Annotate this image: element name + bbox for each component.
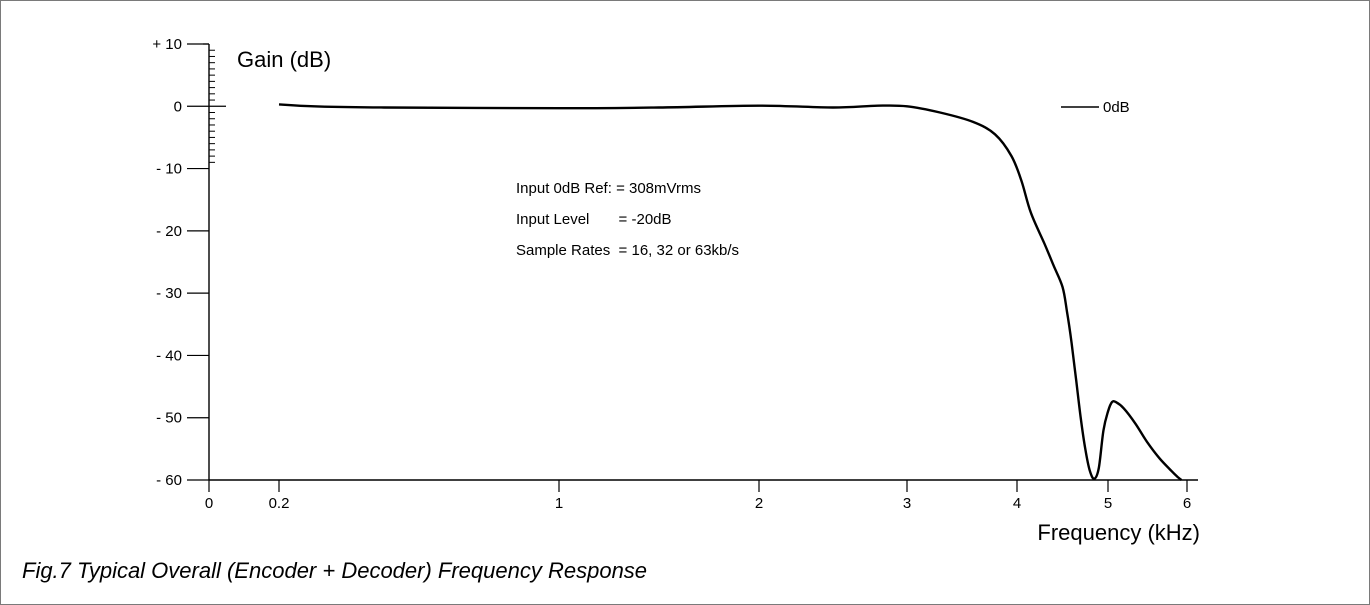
- x-tick-label: 4: [1013, 495, 1021, 512]
- legend: 0dB: [1061, 99, 1130, 116]
- series-line-0db: [278, 103, 1183, 481]
- y-tick-label: - 20: [156, 223, 182, 240]
- y-tick-label: 0: [174, 98, 182, 115]
- annotation-line: Input Level = -20dB: [516, 211, 672, 228]
- x-ticks: 0 0.2 1 2 3 4 5 6: [205, 480, 1191, 512]
- y-tick-label: - 40: [156, 347, 182, 364]
- annotation-line: Input 0dB Ref: = 308mVrms: [516, 180, 701, 197]
- frequency-response-chart: + 10 0 - 10 - 20 - 30 - 40 - 50 - 60 0 0.2 1 2 3 4 5 6…: [152, 36, 1200, 545]
- x-axis-label: Frequency (kHz): [1037, 520, 1200, 545]
- y-ticks: + 10 0 - 10 - 20 - 30 - 40 - 50 - 60: [152, 36, 209, 489]
- legend-label: 0dB: [1103, 99, 1130, 116]
- y-tick-label: - 50: [156, 410, 182, 427]
- x-tick-label: 2: [755, 495, 763, 512]
- minor-ticks: [209, 49, 215, 163]
- annotation-line: Sample Rates = 16, 32 or 63kb/s: [516, 242, 739, 259]
- x-tick-label: 5: [1104, 495, 1112, 512]
- x-tick-label: 3: [903, 495, 911, 512]
- x-tick-label: 1: [555, 495, 563, 512]
- y-tick-label: - 10: [156, 161, 182, 178]
- x-tick-label: 0: [205, 495, 213, 512]
- annotation-block: Input 0dB Ref: = 308mVrms Input Level = -…: [516, 180, 739, 259]
- y-tick-label: - 60: [156, 472, 182, 489]
- x-tick-label: 0.2: [269, 495, 290, 512]
- x-tick-label: 6: [1183, 495, 1191, 512]
- axes: [203, 43, 1198, 481]
- y-tick-label: - 30: [156, 285, 182, 302]
- series-layer: [278, 103, 1183, 481]
- figure-caption: Fig.7 Typical Overall (Encoder + Decoder…: [22, 558, 648, 583]
- y-tick-label: + 10: [152, 36, 182, 53]
- y-axis-label: Gain (dB): [237, 47, 331, 72]
